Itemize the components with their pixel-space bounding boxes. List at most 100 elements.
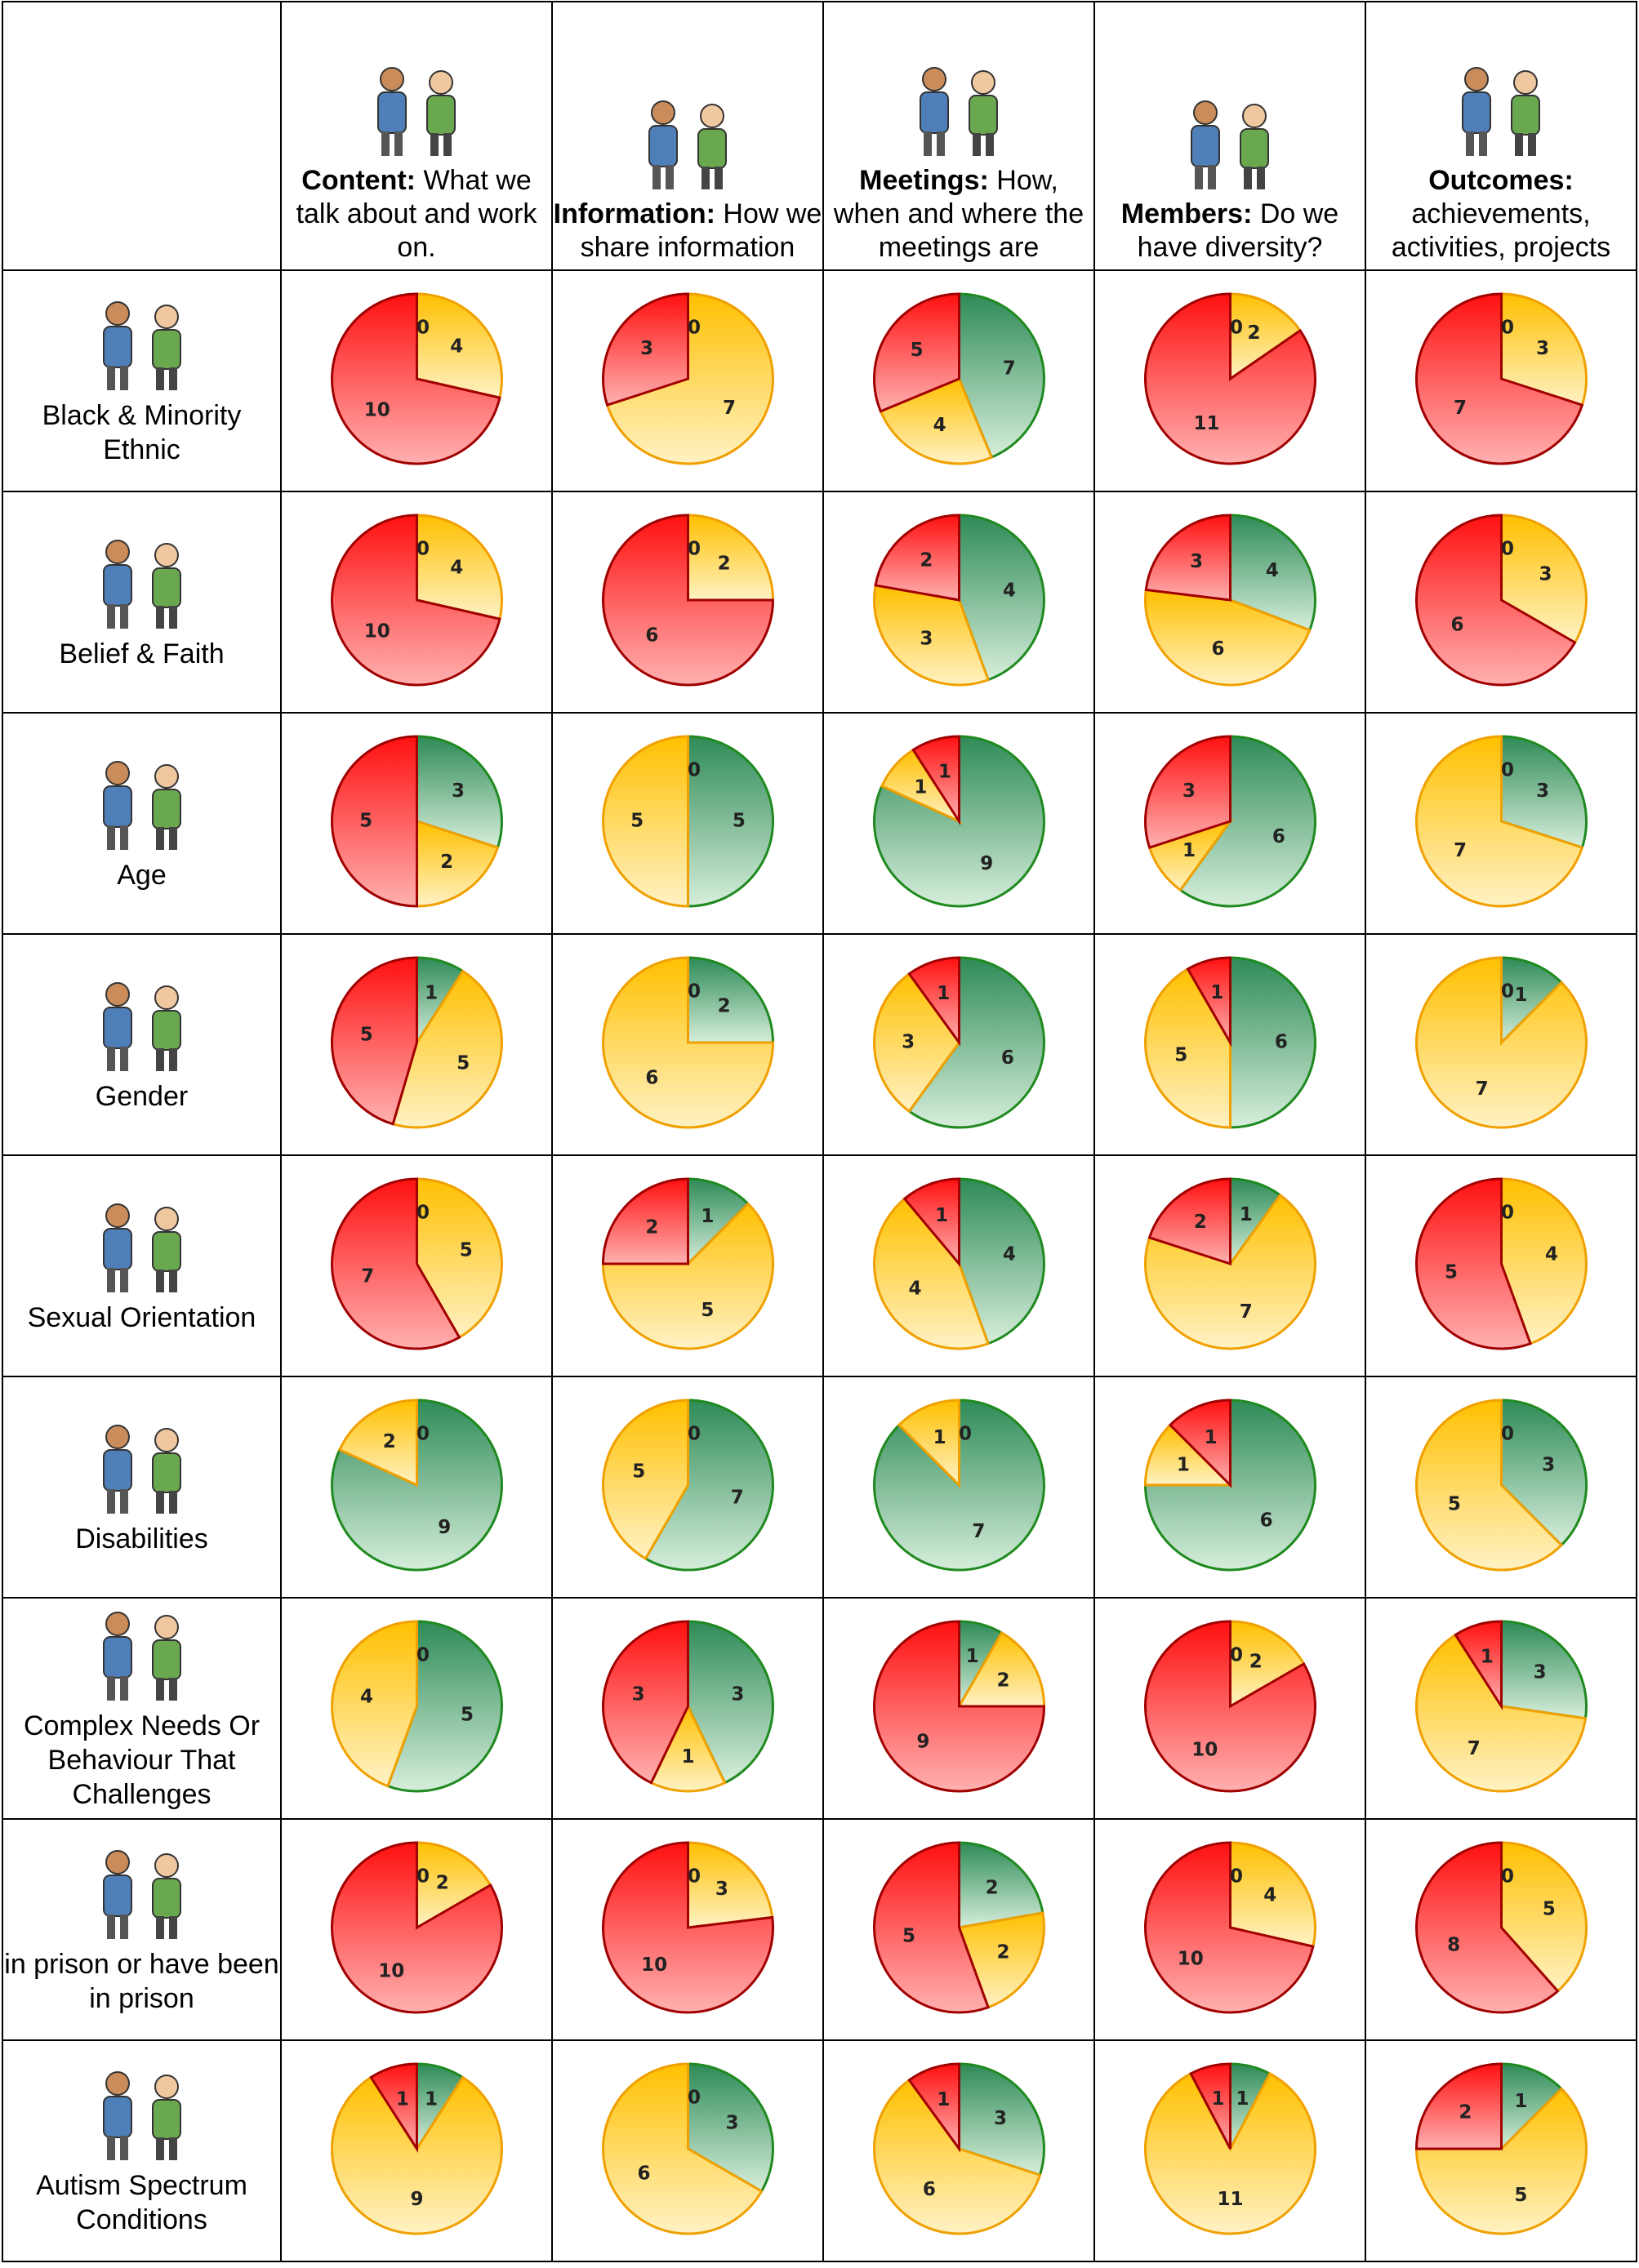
pie-cell: 710 [823,1376,1094,1598]
pie-chart: 152 [1367,2041,1636,2257]
pie-label: 5 [1174,1045,1187,1066]
icon [73,1419,212,1517]
pie-label: 5 [1542,1898,1555,1919]
pie-label: 9 [410,2189,423,2210]
pie-label: 4 [450,558,463,579]
pie-label: 1 [1211,2088,1224,2110]
pie-label: 1 [1480,1647,1493,1668]
pie-label: 1 [701,1206,714,1227]
table-row: in prison or have been in prison02100310… [2,1819,1637,2040]
pie-chart: 0410 [1096,1820,1365,2035]
pie-label: 1 [1236,2088,1249,2110]
page: {"header": {"columns": [ {"bold": "Conte… [0,1,1639,2268]
pie-label: 7 [1002,358,1015,379]
pie-chart: 0310 [554,1820,822,2035]
pie-label: 11 [1193,413,1219,434]
pie-chart: 350 [1367,1377,1636,1593]
pie-label: 1 [1210,982,1223,1003]
pie-label: 4 [450,336,463,358]
pie-label: 2 [382,1431,395,1452]
pie-label: 4 [1263,1885,1276,1906]
pie-label: 11 [1217,2189,1243,2210]
icon [73,976,212,1074]
icon [1432,61,1570,159]
pie-cell: 152 [552,1155,823,1376]
pie-label: 1 [1514,2091,1527,2112]
pie-label: 2 [435,1872,448,1893]
pie-label: 0 [687,318,700,339]
pie-chart: 745 [825,271,1093,487]
pie-label: 2 [1249,1651,1262,1672]
pie-chart: 037 [1367,271,1636,487]
pie-label: 2 [717,553,730,574]
row-label-cell: Belief & Faith [2,491,281,713]
pie-label: 10 [363,620,390,642]
pie-label: 2 [717,995,730,1016]
table-body: Black & Minority Ethnic04100737450211037… [2,270,1637,2261]
pie-cell: 225 [823,1819,1094,2040]
pie-label: 7 [722,398,735,419]
diversity-table: Content: What we talk about and work on.… [2,1,1637,2262]
pie-label: 2 [440,852,453,873]
pie-chart: 0410 [283,492,551,708]
column-title: Information: [554,198,715,229]
pie-label: 1 [1176,1455,1189,1476]
pie-cell: 313 [552,1598,823,1819]
pie-chart: 152 [554,1156,822,1372]
pie-label: 6 [1274,1032,1287,1053]
table-row: Age325550911613370 [2,713,1637,934]
pie-cell: 170 [1365,934,1637,1155]
pie-chart: 058 [1367,1820,1636,2035]
pie-label: 1 [965,1646,978,1667]
row-label: Disabilities [3,1522,280,1556]
row-label-cell: Disabilities [2,1376,281,1598]
pie-cell: 191 [281,2040,552,2261]
pie-label: 2 [996,1670,1009,1691]
pie-label: 3 [1533,1662,1546,1683]
pie-slice [688,1843,772,1928]
pie-chart: 611 [1096,1377,1365,1593]
pie-label: 5 [1447,1493,1460,1514]
pie-label: 0 [958,1424,971,1445]
pie-label: 6 [1259,1510,1272,1532]
pie-label: 0 [1500,539,1513,560]
pie-label: 3 [1535,780,1548,802]
pie-cell: 129 [823,1598,1094,1819]
pie-label: 0 [416,318,429,339]
pie-label: 0 [416,1424,429,1445]
pie-label: 0 [1500,1866,1513,1888]
pie-cell: 058 [1365,1819,1637,2040]
pie-label: 5 [1514,2185,1527,2206]
column-title: Members: [1121,198,1253,229]
pie-label: 5 [630,811,644,832]
pie-chart: 613 [1096,714,1365,929]
row-label: Age [3,858,280,892]
pie-label: 5 [902,1925,915,1946]
pie-cell: 613 [1094,713,1365,934]
pie-slice [332,736,416,906]
pie-cell: 0211 [1094,270,1365,491]
row-label-cell: in prison or have been in prison [2,1819,281,2040]
pie-label: 0 [1500,1424,1513,1445]
pie-label: 3 [631,1684,644,1705]
icon [889,61,1028,159]
row-label: in prison or have been in prison [3,1947,280,2016]
pie-slice [603,736,688,906]
pie-label: 0 [1500,1203,1513,1224]
table-row: Gender155260631651170 [2,934,1637,1155]
pie-label: 6 [1211,638,1224,660]
header-row: Content: What we talk about and work on.… [2,2,1637,270]
pie-cell: 750 [552,1376,823,1598]
pie-label: 5 [1445,1261,1458,1283]
pie-label: 5 [732,811,745,832]
